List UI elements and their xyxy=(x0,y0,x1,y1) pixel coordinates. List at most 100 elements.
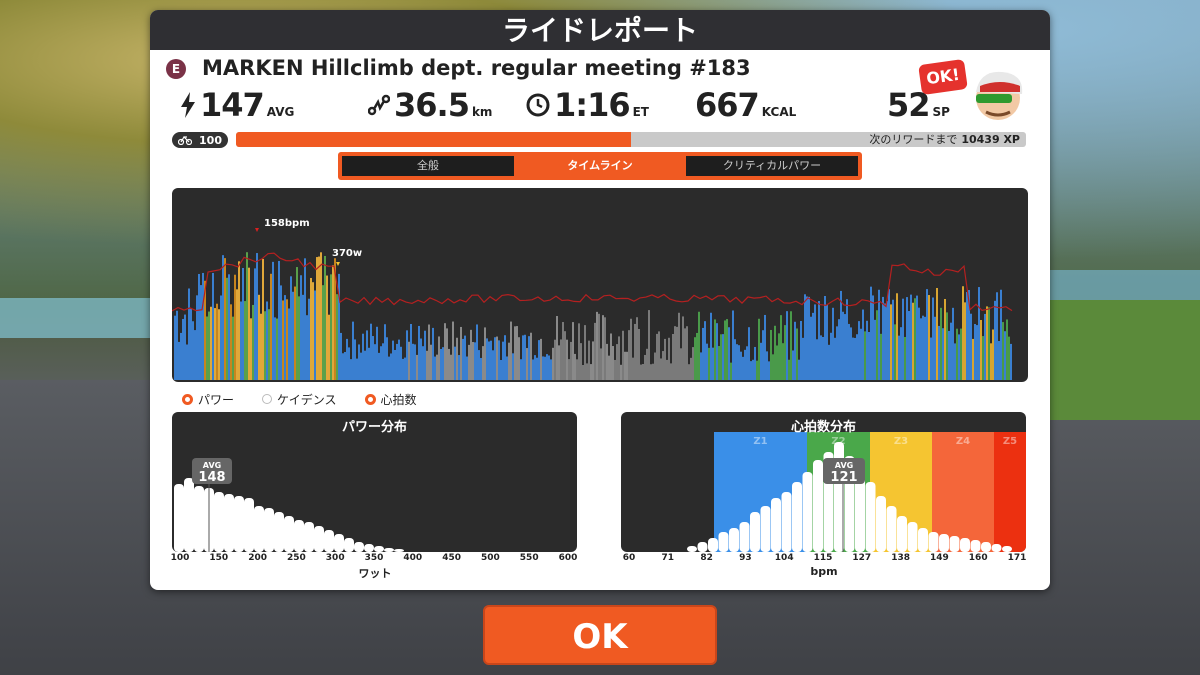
power-bar xyxy=(272,261,274,380)
power-bar xyxy=(912,302,914,380)
axis-tick-label: 93 xyxy=(739,553,752,563)
power-bar xyxy=(388,356,390,380)
power-bar xyxy=(450,354,452,380)
legend-power-radio[interactable] xyxy=(182,393,193,405)
axis-tick-label: 300 xyxy=(325,553,345,563)
power-bar xyxy=(616,344,618,380)
power-bar xyxy=(330,274,332,380)
legend-cadence[interactable]: ケイデンス xyxy=(262,390,337,408)
stat-sp-unit: SP xyxy=(932,105,950,119)
power-bar xyxy=(892,299,894,380)
power-bar xyxy=(266,301,268,380)
power-bar xyxy=(682,316,684,380)
power-bar xyxy=(192,321,194,380)
power-bar xyxy=(926,289,928,380)
tab-critical-power[interactable]: クリティカルパワー xyxy=(686,156,858,176)
power-bar xyxy=(772,354,774,380)
power-bar xyxy=(462,338,464,380)
power-bar xyxy=(776,345,778,380)
power-bar xyxy=(184,314,186,380)
power-bar xyxy=(910,294,912,380)
tab-general[interactable]: 全般 xyxy=(342,156,514,176)
power-bar xyxy=(880,333,882,380)
power-bar xyxy=(936,287,938,380)
power-hist-bar xyxy=(374,546,384,552)
heart-rate-zone-label: Z4 xyxy=(956,436,970,447)
power-bar xyxy=(986,306,988,380)
heart-rate-hist-bar xyxy=(928,532,939,552)
power-bar xyxy=(416,354,418,380)
stat-time-unit: ET xyxy=(632,105,649,119)
ok-button[interactable]: OK xyxy=(483,605,717,665)
legend-heart-rate-radio[interactable] xyxy=(364,393,376,405)
heart-rate-avg-label: AVG xyxy=(835,461,853,470)
power-hist-bar xyxy=(284,516,294,552)
power-bar xyxy=(542,356,544,380)
heart-rate-hist-bar xyxy=(739,522,750,552)
heart-rate-hist-bar xyxy=(760,506,771,552)
power-bar xyxy=(834,337,836,380)
power-bar xyxy=(510,321,512,380)
heart-rate-hist-bar xyxy=(970,540,981,552)
power-bar xyxy=(314,290,316,380)
power-bar xyxy=(988,307,990,380)
power-bar xyxy=(210,306,212,380)
power-bar xyxy=(874,319,876,380)
legend-heart-rate[interactable]: 心拍数 xyxy=(364,390,417,408)
power-bar xyxy=(376,326,378,380)
power-bar xyxy=(692,347,694,380)
power-bar xyxy=(338,273,340,380)
tab-timeline[interactable]: タイムライン xyxy=(514,156,686,176)
power-bar xyxy=(708,347,710,380)
power-bar xyxy=(456,337,458,380)
power-bar xyxy=(576,359,578,380)
power-bar xyxy=(806,296,808,380)
heart-rate-distribution-chart: Z1 Z2 Z3 Z4 Z5 AVG 121 心拍数分布 xyxy=(621,412,1026,552)
power-bar xyxy=(774,325,776,380)
power-bar xyxy=(954,343,956,380)
power-bar xyxy=(642,364,644,380)
power-bar xyxy=(618,336,620,380)
lightning-icon xyxy=(181,92,195,118)
heart-rate-hist-bar xyxy=(949,536,960,552)
timeline-legend: パワー ケイデンス 心拍数 xyxy=(182,390,417,408)
power-bar xyxy=(560,339,562,380)
legend-cadence-radio[interactable] xyxy=(262,394,273,404)
power-bar xyxy=(254,268,256,380)
level-badge: 100 xyxy=(172,132,228,148)
power-bar xyxy=(844,314,846,380)
power-bar xyxy=(532,359,534,380)
power-bar xyxy=(224,258,226,380)
heart-rate-hist-bar xyxy=(687,546,697,552)
xp-next-reward: 次のリワードまで 10439 XP xyxy=(869,132,1020,147)
heart-rate-hist-bar xyxy=(697,542,708,552)
power-bar xyxy=(630,318,632,380)
power-bar xyxy=(850,327,852,380)
power-bar xyxy=(966,291,968,380)
power-bar xyxy=(994,300,996,380)
clock-icon xyxy=(526,93,550,117)
power-distribution-chart: AVG 148 パワー分布 xyxy=(172,412,577,552)
power-hist-bar xyxy=(264,508,274,552)
power-bar xyxy=(316,257,318,380)
power-bar xyxy=(672,333,674,380)
power-bar xyxy=(762,330,764,380)
power-bar xyxy=(904,336,906,380)
power-bar xyxy=(362,333,364,380)
power-bar xyxy=(470,329,472,380)
power-bar xyxy=(242,267,244,380)
power-bar xyxy=(296,267,298,380)
power-bar xyxy=(610,333,612,380)
power-bar xyxy=(992,329,994,380)
legend-power[interactable]: パワー xyxy=(182,390,234,408)
power-bar xyxy=(970,313,972,380)
route-icon xyxy=(368,94,390,116)
power-bar xyxy=(374,344,376,380)
axis-tick-label: 149 xyxy=(929,553,949,563)
stat-calories-unit: KCAL xyxy=(761,105,797,119)
power-bar xyxy=(858,321,860,380)
power-bar xyxy=(734,339,736,380)
power-bar xyxy=(438,336,440,380)
power-bar xyxy=(344,351,346,380)
